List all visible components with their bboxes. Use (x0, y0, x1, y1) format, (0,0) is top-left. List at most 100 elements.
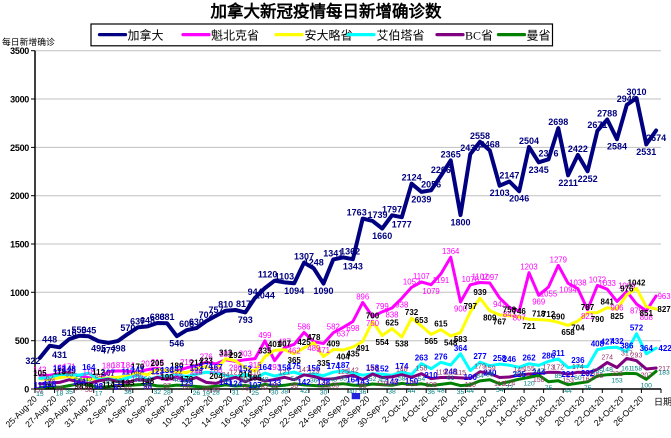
svg-text:244: 244 (532, 368, 546, 377)
svg-text:153: 153 (562, 378, 574, 385)
svg-text:183: 183 (658, 369, 670, 376)
svg-text:98: 98 (84, 382, 93, 391)
svg-text:32: 32 (154, 389, 162, 396)
svg-text:500: 500 (15, 336, 29, 346)
svg-text:401: 401 (268, 340, 282, 349)
svg-text:841: 841 (601, 298, 615, 307)
svg-text:180: 180 (170, 362, 184, 371)
svg-text:2365: 2365 (441, 149, 461, 159)
svg-text:213: 213 (190, 358, 204, 367)
svg-text:110: 110 (465, 382, 476, 389)
svg-text:111: 111 (34, 381, 47, 390)
svg-text:58: 58 (85, 387, 93, 394)
svg-text:3500: 3500 (10, 46, 29, 56)
svg-text:108: 108 (425, 382, 437, 389)
svg-text:142: 142 (297, 378, 311, 387)
svg-text:1033: 1033 (599, 279, 616, 288)
svg-text:125: 125 (337, 369, 349, 376)
svg-text:311: 311 (552, 349, 565, 358)
svg-text:156: 156 (307, 364, 321, 373)
svg-text:758: 758 (503, 306, 517, 315)
svg-text:491: 491 (356, 344, 370, 353)
svg-text:85: 85 (144, 384, 152, 391)
svg-text:曼省: 曼省 (527, 28, 551, 42)
svg-text:516: 516 (62, 328, 77, 338)
svg-text:608: 608 (179, 319, 194, 329)
svg-text:313: 313 (219, 349, 233, 358)
svg-text:0: 0 (24, 385, 29, 395)
svg-text:98: 98 (94, 382, 103, 391)
svg-text:60: 60 (574, 375, 582, 382)
svg-text:147: 147 (170, 365, 184, 374)
svg-text:119: 119 (377, 381, 388, 388)
svg-text:77: 77 (114, 385, 122, 392)
svg-text:18: 18 (56, 391, 64, 398)
svg-text:787: 787 (581, 303, 595, 312)
svg-text:683: 683 (150, 312, 165, 322)
svg-text:44: 44 (564, 388, 572, 395)
svg-text:216: 216 (151, 358, 164, 367)
svg-text:545: 545 (81, 325, 96, 335)
svg-text:安大略省: 安大略省 (305, 27, 353, 42)
svg-text:335: 335 (258, 347, 272, 356)
svg-text:248: 248 (444, 368, 458, 377)
svg-text:170: 170 (180, 375, 194, 384)
svg-text:86: 86 (183, 384, 191, 391)
svg-text:2430: 2430 (460, 143, 480, 153)
svg-text:293: 293 (631, 353, 643, 360)
svg-text:2252: 2252 (578, 174, 598, 184)
svg-text:2584: 2584 (607, 142, 627, 152)
svg-text:68: 68 (202, 386, 210, 393)
svg-text:2698: 2698 (548, 117, 568, 127)
svg-text:286: 286 (229, 364, 242, 373)
svg-text:2940: 2940 (617, 94, 637, 104)
svg-text:174: 174 (327, 362, 341, 371)
svg-text:164: 164 (346, 376, 360, 385)
svg-text:145: 145 (513, 367, 525, 374)
svg-text:698: 698 (346, 324, 359, 333)
svg-text:105: 105 (33, 369, 47, 378)
svg-text:38: 38 (281, 389, 289, 396)
svg-text:274: 274 (601, 355, 613, 362)
svg-text:96: 96 (143, 382, 152, 391)
svg-text:42: 42 (300, 388, 308, 395)
svg-text:1248: 1248 (304, 257, 324, 267)
svg-text:364: 364 (640, 344, 654, 353)
svg-text:821: 821 (581, 312, 594, 321)
svg-text:2124: 2124 (402, 173, 422, 183)
svg-text:2211: 2211 (558, 178, 578, 188)
svg-text:129: 129 (180, 379, 194, 388)
svg-text:2674: 2674 (646, 133, 666, 143)
svg-text:155: 155 (523, 366, 535, 373)
svg-text:153: 153 (611, 378, 623, 385)
svg-text:42: 42 (85, 377, 93, 384)
svg-text:1042: 1042 (628, 278, 646, 287)
svg-text:52: 52 (36, 388, 44, 395)
svg-text:732: 732 (405, 308, 419, 317)
svg-text:222: 222 (611, 371, 623, 378)
svg-text:489: 489 (307, 344, 320, 353)
svg-text:158: 158 (278, 364, 292, 373)
svg-text:658: 658 (561, 328, 575, 337)
svg-text:572: 572 (630, 324, 644, 333)
svg-text:147: 147 (298, 367, 310, 374)
svg-text:96: 96 (290, 383, 298, 390)
svg-text:25: 25 (105, 379, 113, 386)
svg-text:704: 704 (571, 324, 585, 333)
svg-text:190: 190 (464, 373, 478, 382)
svg-text:808: 808 (640, 313, 653, 322)
svg-text:74: 74 (75, 385, 83, 392)
svg-text:1364: 1364 (442, 247, 460, 256)
svg-text:BC省: BC省 (465, 28, 493, 42)
svg-text:170: 170 (131, 363, 145, 372)
svg-text:1038: 1038 (569, 279, 586, 288)
svg-text:1343: 1343 (343, 262, 363, 272)
svg-text:942: 942 (493, 300, 506, 309)
svg-text:900: 900 (454, 304, 468, 313)
svg-text:258: 258 (493, 354, 507, 363)
svg-text:158: 158 (631, 366, 643, 373)
svg-text:757: 757 (208, 305, 223, 315)
svg-text:746: 746 (513, 307, 527, 316)
svg-text:1800: 1800 (450, 218, 470, 228)
svg-text:615: 615 (434, 320, 448, 329)
